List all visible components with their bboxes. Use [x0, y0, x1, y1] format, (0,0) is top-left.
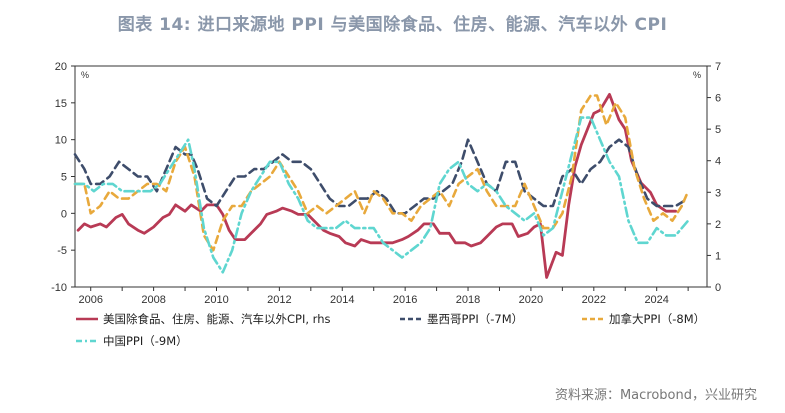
- x-tick-label: 2024: [644, 294, 668, 306]
- x-tick-label: 2022: [582, 294, 606, 306]
- left-tick-label: -5: [57, 245, 67, 257]
- chart-title: 图表 14: 进口来源地 PPI 与美国除食品、住房、能源、汽车以外 CPI: [117, 15, 668, 35]
- legend: 美国除食品、住房、能源、汽车以外CPI, rhs 墨西哥PPI（-7M） 加拿大PP…: [76, 312, 705, 348]
- right-tick-label: 1: [715, 250, 721, 262]
- right-tick-label: 4: [715, 156, 721, 168]
- right-axis-unit: %: [693, 70, 701, 80]
- right-tick-label: 5: [715, 124, 721, 136]
- left-tick-label: 15: [55, 98, 67, 110]
- left-axis-unit: %: [81, 70, 89, 80]
- right-tick-label: 6: [715, 93, 721, 105]
- x-tick-label: 2016: [393, 294, 417, 306]
- right-tick-label: 0: [715, 282, 721, 294]
- legend-label-0: 美国除食品、住房、能源、汽车以外CPI, rhs: [103, 312, 330, 326]
- right-tick-label: 3: [715, 187, 721, 199]
- series-line-2: [73, 94, 690, 252]
- legend-label-2: 加拿大PPI（-8M）: [609, 312, 705, 326]
- right-tick-label: 7: [715, 61, 721, 73]
- left-tick-label: 10: [55, 135, 67, 147]
- series-layer: [73, 93, 690, 279]
- series-line-3: [73, 116, 690, 274]
- x-tick-label: 2014: [330, 294, 354, 306]
- x-tick-label: 2010: [204, 294, 228, 306]
- x-tick-label: 2018: [456, 294, 480, 306]
- left-tick-label: -10: [51, 282, 67, 294]
- source-note: 资料来源：Macrobond，兴业研究: [554, 388, 757, 403]
- x-tick-label: 2020: [519, 294, 543, 306]
- legend-label-1: 墨西哥PPI（-7M）: [427, 312, 523, 326]
- left-tick-label: 20: [55, 61, 67, 73]
- right-tick-label: 2: [715, 219, 721, 231]
- x-tick-label: 2008: [141, 294, 165, 306]
- axes-layer: -10 -5 0 5 10 15 20% 0 1 2 3 4 5 6 7% 2006 2008 2010 2012 2…: [51, 61, 721, 306]
- left-tick-label: 0: [61, 208, 67, 220]
- left-tick-label: 5: [61, 172, 67, 184]
- series-line-1: [73, 138, 690, 215]
- legend-label-3: 中国PPI（-9M）: [103, 334, 188, 348]
- x-tick-label: 2012: [267, 294, 291, 306]
- series-line-0: [76, 93, 677, 279]
- x-tick-label: 2006: [78, 294, 102, 306]
